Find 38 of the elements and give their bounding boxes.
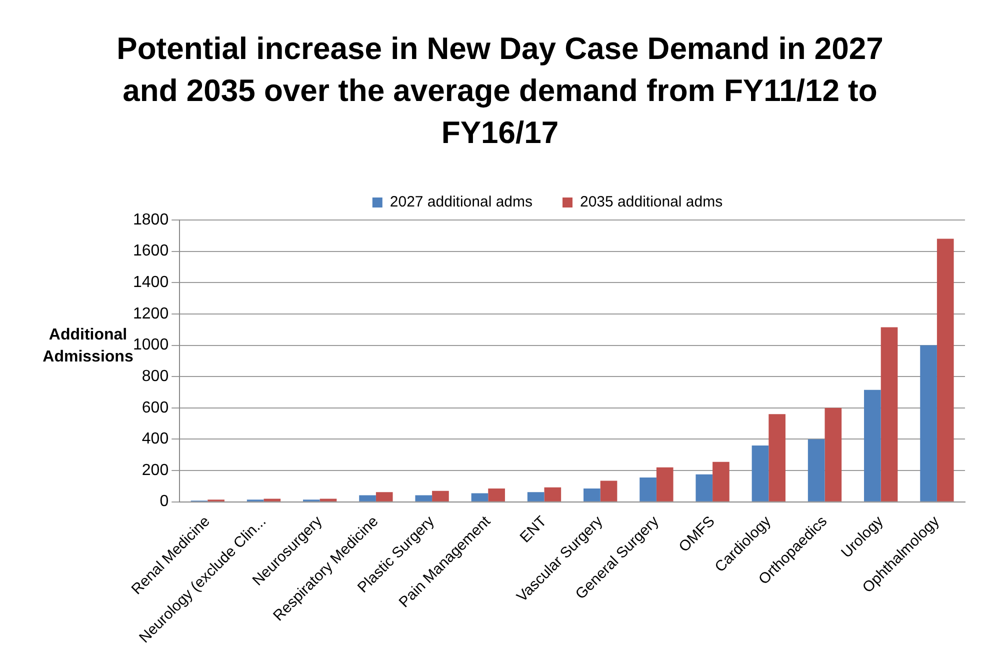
bar xyxy=(880,327,898,502)
legend-label: 2027 additional adms xyxy=(390,194,533,211)
bar xyxy=(376,492,393,502)
y-tick-label: 1600 xyxy=(133,242,169,260)
bar xyxy=(936,238,954,502)
chart-title: Potential increase in New Day Case Demand in 2027 and 2035 over the average demand from FY11/12 to FY16/17 xyxy=(116,30,884,152)
bar xyxy=(527,492,544,502)
bar xyxy=(432,490,449,502)
bar xyxy=(488,488,505,502)
bar xyxy=(712,462,730,502)
bar xyxy=(471,493,488,502)
bar xyxy=(320,498,337,502)
y-tick-label: 1200 xyxy=(133,305,169,322)
bar xyxy=(584,488,600,502)
y-tick-label: 1400 xyxy=(133,274,169,292)
bar xyxy=(768,414,786,502)
y-axis-title: Additional Admissions xyxy=(42,326,134,366)
y-tick-label: 0 xyxy=(160,493,169,510)
y-tick-label: 200 xyxy=(142,462,169,479)
bar xyxy=(864,390,881,502)
bar xyxy=(696,474,713,502)
bar xyxy=(808,439,825,502)
y-tick-label: 1800 xyxy=(133,211,169,228)
bar xyxy=(752,445,769,502)
y-tick-label: 1000 xyxy=(133,336,169,354)
bar xyxy=(656,467,674,502)
bar xyxy=(264,498,281,502)
bar xyxy=(824,408,842,502)
y-tick-label: 600 xyxy=(142,399,169,416)
bar xyxy=(415,495,432,502)
y-tick-label: 800 xyxy=(142,368,169,385)
legend-label: 2035 additional adms xyxy=(580,194,723,211)
bar xyxy=(544,487,562,502)
bar xyxy=(640,478,656,502)
y-tick-label: 400 xyxy=(142,430,169,448)
bar xyxy=(600,480,618,502)
bar xyxy=(359,495,376,502)
bar xyxy=(920,345,937,502)
